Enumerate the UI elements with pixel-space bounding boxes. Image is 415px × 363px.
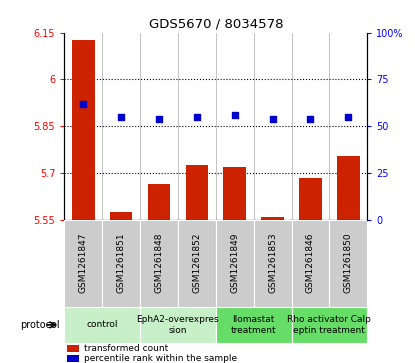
Title: GDS5670 / 8034578: GDS5670 / 8034578	[149, 17, 283, 30]
Text: GSM1261853: GSM1261853	[268, 233, 277, 294]
Text: Rho activator Calp
eptin treatment: Rho activator Calp eptin treatment	[288, 315, 371, 335]
Point	[307, 116, 314, 122]
Bar	[67, 355, 79, 362]
Bar	[186, 165, 208, 220]
Point	[345, 114, 352, 120]
Point	[80, 101, 87, 107]
Bar	[67, 345, 79, 352]
Text: protocol: protocol	[21, 320, 60, 330]
Bar	[140, 307, 216, 343]
Bar	[64, 307, 140, 343]
Bar	[148, 184, 170, 220]
Bar	[291, 220, 330, 307]
Text: GSM1261851: GSM1261851	[117, 233, 126, 294]
Point	[232, 112, 238, 118]
Bar	[223, 167, 246, 220]
Bar	[110, 212, 132, 220]
Bar	[64, 220, 102, 307]
Bar	[291, 307, 367, 343]
Bar	[337, 156, 360, 220]
Text: GSM1261849: GSM1261849	[230, 233, 239, 293]
Bar	[178, 220, 216, 307]
Point	[118, 114, 124, 120]
Bar	[72, 40, 95, 220]
Text: GSM1261850: GSM1261850	[344, 233, 353, 294]
Text: control: control	[86, 321, 118, 329]
Text: transformed count: transformed count	[84, 344, 168, 353]
Bar	[261, 217, 284, 220]
Text: percentile rank within the sample: percentile rank within the sample	[84, 354, 237, 363]
Bar	[140, 220, 178, 307]
Bar	[254, 220, 291, 307]
Point	[193, 114, 200, 120]
Text: GSM1261848: GSM1261848	[154, 233, 164, 293]
Bar	[216, 220, 254, 307]
Bar	[299, 178, 322, 220]
Text: GSM1261846: GSM1261846	[306, 233, 315, 293]
Text: Ilomastat
treatment: Ilomastat treatment	[231, 315, 276, 335]
Bar	[216, 307, 291, 343]
Bar	[330, 220, 367, 307]
Text: GSM1261852: GSM1261852	[193, 233, 201, 293]
Point	[156, 116, 162, 122]
Bar	[102, 220, 140, 307]
Point	[269, 116, 276, 122]
Text: EphA2-overexpres
sion: EphA2-overexpres sion	[137, 315, 219, 335]
Text: GSM1261847: GSM1261847	[79, 233, 88, 293]
